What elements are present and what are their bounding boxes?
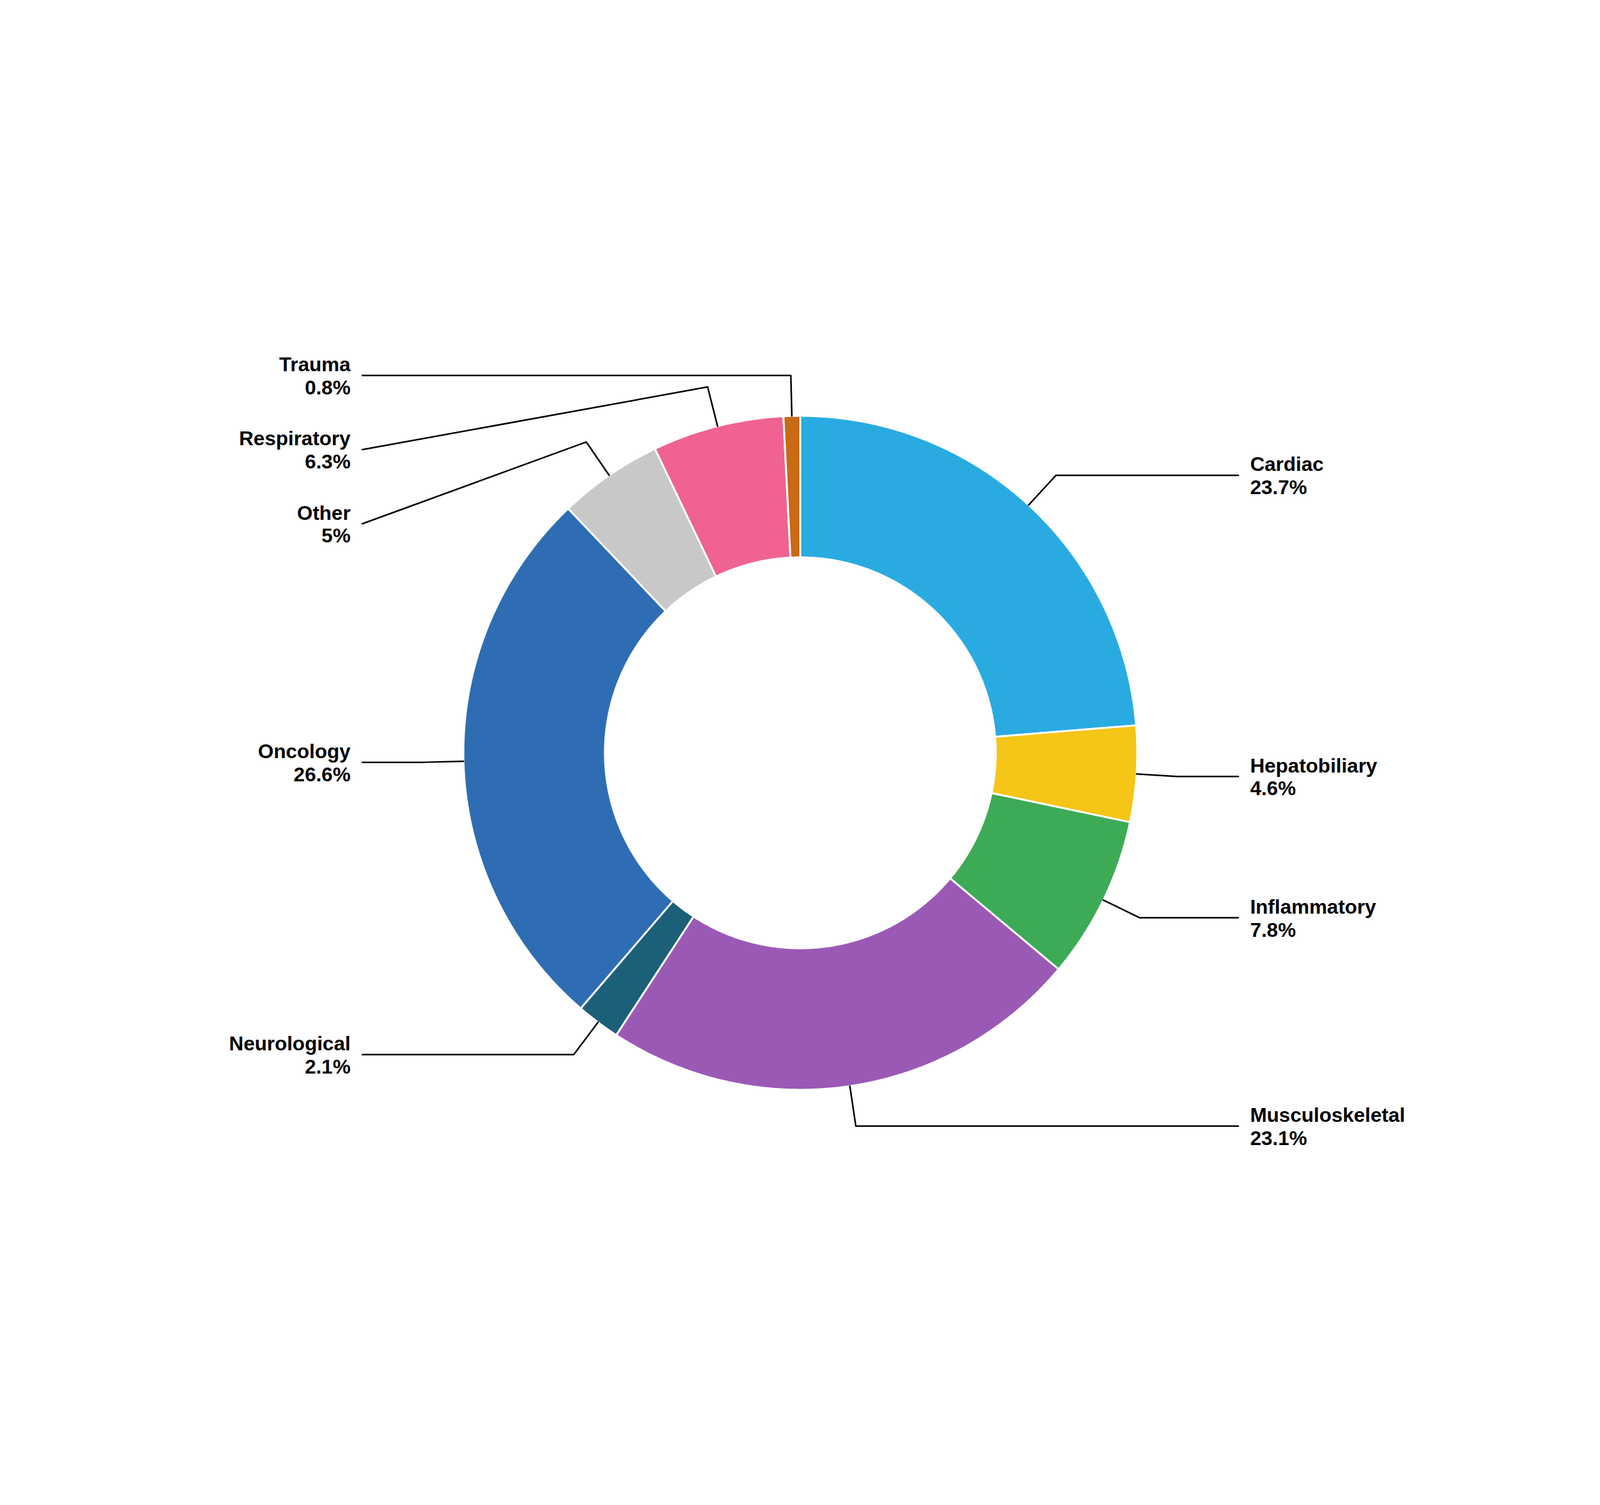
svg-text:Trauma0.8%: Trauma0.8% bbox=[278, 352, 351, 399]
svg-text:Respiratory6.3%: Respiratory6.3% bbox=[238, 426, 351, 473]
svg-text:Hepatobiliary4.6%: Hepatobiliary4.6% bbox=[1250, 754, 1378, 800]
svg-text:Neurological2.1%: Neurological2.1% bbox=[228, 1031, 351, 1078]
svg-text:Oncology26.6%: Oncology26.6% bbox=[258, 739, 352, 786]
svg-text:Inflammatory7.8%: Inflammatory7.8% bbox=[1250, 895, 1377, 942]
svg-text:Musculoskeletal23.1%: Musculoskeletal23.1% bbox=[1250, 1103, 1406, 1150]
svg-text:Other5%: Other5% bbox=[297, 501, 351, 548]
svg-text:Cardiac23.7%: Cardiac23.7% bbox=[1250, 452, 1324, 499]
